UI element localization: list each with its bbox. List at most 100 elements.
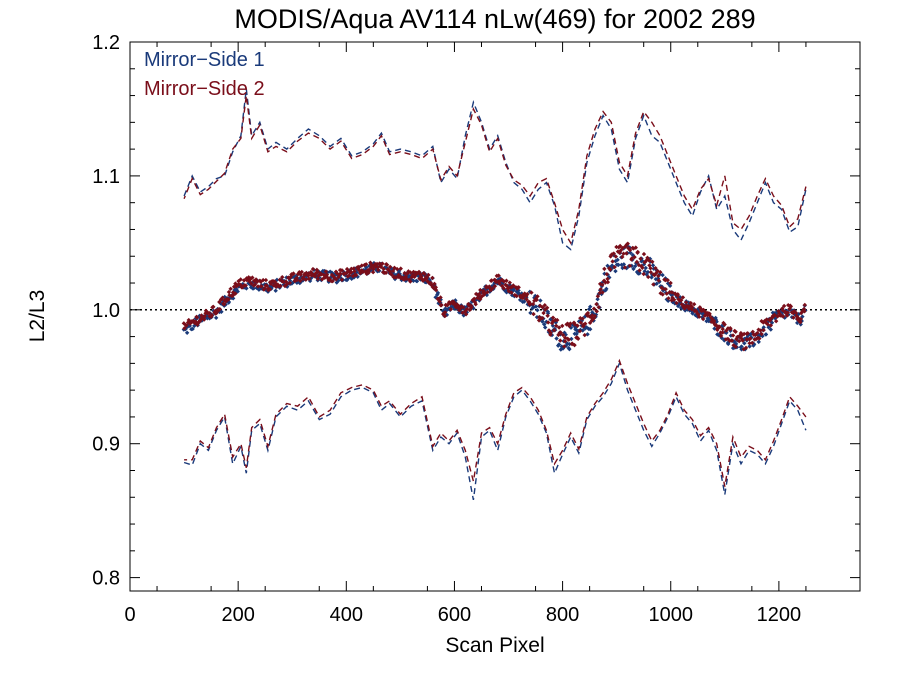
scatter-point-1 bbox=[616, 262, 621, 268]
scatter-point-2 bbox=[648, 266, 653, 271]
scatter-point-1 bbox=[556, 342, 562, 347]
scatter-point-1 bbox=[603, 288, 608, 293]
scatter-point-2 bbox=[676, 297, 681, 302]
scatter-point-2 bbox=[660, 286, 666, 291]
scatter-point-2 bbox=[194, 315, 200, 320]
scatter-point-2 bbox=[627, 247, 633, 253]
scatter-point-2 bbox=[696, 314, 702, 319]
scatter-point-2 bbox=[646, 274, 651, 280]
scatter-point-2 bbox=[688, 300, 693, 306]
scatter-point-1 bbox=[763, 332, 769, 337]
scatter-point-2 bbox=[636, 262, 642, 268]
legend: Mirror−Side 1 Mirror−Side 2 bbox=[144, 49, 265, 100]
scatter-point-2 bbox=[686, 306, 692, 312]
y-tick-label: 1.1 bbox=[92, 166, 120, 188]
scatter-point-2 bbox=[721, 320, 726, 326]
scatter-point-2 bbox=[422, 271, 427, 277]
scatter-point-2 bbox=[592, 313, 598, 319]
scatter-point-2 bbox=[601, 278, 607, 283]
scatter-point-1 bbox=[650, 263, 656, 268]
scatter-point-1 bbox=[628, 250, 633, 255]
scatter-point-2 bbox=[511, 283, 516, 288]
scatter-point-2 bbox=[802, 302, 808, 308]
scatter-point-1 bbox=[517, 297, 523, 303]
scatter-point-2 bbox=[578, 320, 583, 325]
scatter-point-2 bbox=[786, 302, 791, 308]
scatter-point-2 bbox=[534, 297, 539, 303]
scatter-point-2 bbox=[516, 285, 521, 290]
scatter-point-2 bbox=[583, 321, 588, 326]
scatter-point-1 bbox=[634, 269, 640, 275]
scatter-point-2 bbox=[747, 341, 752, 346]
scatter-point-2 bbox=[597, 290, 603, 296]
scatter-point-1 bbox=[414, 279, 420, 284]
scatter-point-1 bbox=[795, 320, 800, 326]
scatter-point-2 bbox=[759, 318, 764, 324]
scatter-point-1 bbox=[613, 268, 618, 274]
legend-entry-mirror-side-1: Mirror−Side 1 bbox=[144, 49, 265, 71]
scatter-point-2 bbox=[671, 297, 677, 303]
scatter-point-2 bbox=[802, 309, 807, 314]
scatter-point-2 bbox=[691, 302, 697, 307]
scatter-point-1 bbox=[664, 297, 669, 302]
scatter-point-2 bbox=[635, 249, 640, 255]
scatter-point-2 bbox=[514, 293, 519, 299]
scatter-point-2 bbox=[675, 293, 680, 298]
scatter-point-2 bbox=[568, 321, 573, 326]
scatter-point-1 bbox=[226, 299, 231, 304]
scatter-point-2 bbox=[378, 264, 384, 270]
scatter-point-1 bbox=[535, 308, 540, 313]
scatter-point-2 bbox=[781, 303, 787, 309]
scatter-point-2 bbox=[448, 307, 454, 312]
scatter-point-1 bbox=[686, 300, 691, 305]
scatter-point-2 bbox=[664, 291, 669, 296]
scatter-point-2 bbox=[555, 317, 560, 323]
scatter-point-2 bbox=[634, 259, 640, 265]
scatter-point-2 bbox=[380, 261, 385, 266]
scatter-point-2 bbox=[220, 295, 225, 300]
scatter-point-2 bbox=[627, 263, 633, 269]
legend-entry-mirror-side-2: Mirror−Side 2 bbox=[144, 78, 265, 100]
scatter-point-2 bbox=[550, 319, 556, 324]
scatter-point-2 bbox=[622, 265, 628, 270]
scatter-point-2 bbox=[371, 266, 376, 272]
scatter-point-2 bbox=[530, 301, 536, 307]
upper-envelope-line-2 bbox=[183, 95, 807, 245]
scatter-point-2 bbox=[437, 299, 442, 304]
scatter-point-1 bbox=[654, 281, 659, 286]
scatter-point-2 bbox=[598, 286, 603, 292]
scatter-point-2 bbox=[793, 310, 799, 316]
scatter-point-2 bbox=[398, 266, 403, 271]
scatter-point-1 bbox=[669, 293, 675, 298]
scatter-point-2 bbox=[504, 278, 509, 283]
scatter-point-2 bbox=[546, 328, 552, 333]
scatter-point-2 bbox=[264, 283, 270, 289]
scatter-point-2 bbox=[791, 310, 796, 316]
scatter-point-2 bbox=[430, 275, 435, 281]
scatter-point-2 bbox=[785, 310, 791, 315]
scatter-point-1 bbox=[643, 265, 648, 271]
scatter-point-1 bbox=[660, 272, 665, 278]
scatter-point-2 bbox=[235, 283, 240, 288]
scatter-point-2 bbox=[729, 338, 735, 343]
scatter-point-2 bbox=[668, 280, 673, 286]
scatter-point-2 bbox=[202, 314, 207, 319]
scatter-point-1 bbox=[637, 271, 642, 276]
scatter-point-2 bbox=[298, 278, 303, 284]
scatter-point-2 bbox=[433, 285, 438, 290]
x-tick-label: 1200 bbox=[757, 604, 802, 626]
scatter-point-2 bbox=[562, 335, 568, 340]
scatter-point-1 bbox=[588, 304, 593, 309]
scatter-point-2 bbox=[591, 306, 597, 311]
scatter-point-2 bbox=[759, 331, 764, 337]
scatter-point-2 bbox=[745, 331, 750, 336]
scatter-point-2 bbox=[680, 295, 686, 300]
scatter-point-1 bbox=[582, 314, 588, 319]
scatter-point-2 bbox=[306, 276, 312, 282]
scatter-point-2 bbox=[562, 344, 567, 349]
scatter-point-1 bbox=[651, 266, 656, 271]
scatter-point-1 bbox=[679, 305, 685, 311]
scatter-point-1 bbox=[596, 291, 601, 297]
scatter-point-2 bbox=[442, 313, 448, 319]
envelope-lines-layer bbox=[183, 88, 807, 501]
